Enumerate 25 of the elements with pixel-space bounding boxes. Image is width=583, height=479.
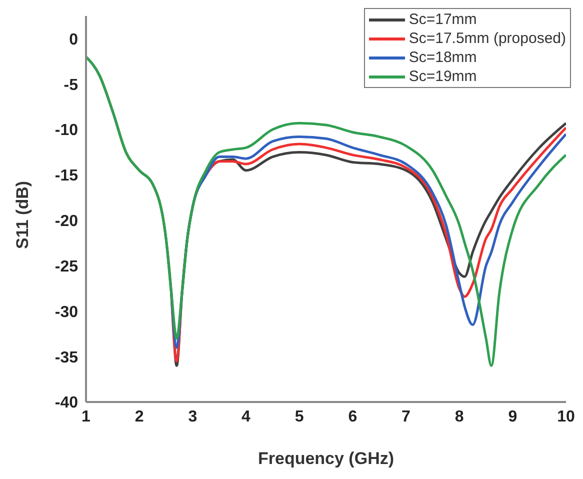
- legend-label: Sc=19mm: [408, 67, 477, 86]
- y-tick-label: -10: [54, 122, 78, 140]
- x-tick-label: 1: [82, 408, 91, 426]
- y-tick-label: 0: [69, 31, 78, 48]
- y-axis-title: S11 (dB): [13, 180, 32, 249]
- x-tick-label: 9: [508, 408, 518, 426]
- x-tick-label: 6: [348, 408, 358, 426]
- legend-label: Sc=18mm: [408, 48, 477, 67]
- x-tick-label: 4: [242, 408, 251, 426]
- y-tick-label: -30: [54, 304, 78, 321]
- y-tick-label: -15: [54, 168, 78, 185]
- y-tick-label: -35: [54, 349, 78, 366]
- legend-label: Sc=17.5mm (proposed): [408, 29, 566, 48]
- x-tick-label: 5: [294, 408, 304, 426]
- y-tick-label: -25: [54, 258, 78, 276]
- x-tick-label: 7: [402, 408, 411, 426]
- y-tick-label: -40: [54, 394, 78, 412]
- x-tick-label: 2: [134, 408, 144, 426]
- x-tick-label: 10: [557, 408, 575, 426]
- x-tick-label: 8: [454, 408, 464, 426]
- x-tick-label: 3: [188, 408, 198, 426]
- y-tick-label: -5: [64, 76, 78, 94]
- x-axis-title: Frequency (GHz): [258, 449, 394, 468]
- legend-label: Sc=17mm: [408, 10, 477, 29]
- y-tick-label: -20: [54, 213, 78, 230]
